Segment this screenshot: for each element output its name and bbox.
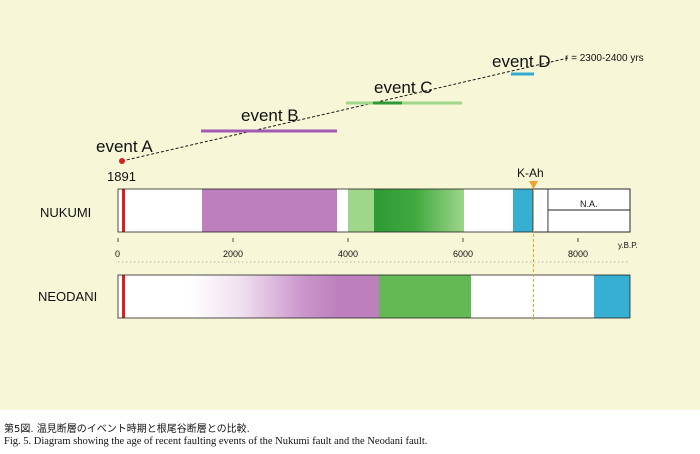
nukumi-gap-zone — [532, 188, 549, 233]
event-b-label: event B — [241, 106, 299, 125]
kah-label: K-Ah — [517, 166, 544, 180]
figure-panel: event A 1891 event B event C event D r =… — [0, 0, 700, 410]
event-c-label: event C — [374, 78, 433, 97]
axis-label-2000: 2000 — [223, 249, 243, 259]
axis-label-0: 0 — [115, 249, 120, 259]
nukumi-event-c-outer-zone — [348, 189, 374, 232]
na-label: N.A. — [580, 199, 598, 209]
event-a-label: event A — [96, 137, 153, 156]
caption-english: Fig. 5. Diagram showing the age of recen… — [4, 436, 428, 447]
neodani-purple-gradient-zone — [190, 275, 338, 318]
axis-label-8000: 8000 — [568, 249, 588, 259]
recurrence-interval-label: r = 2300-2400 yrs — [565, 53, 644, 64]
neodani-green-zone — [379, 275, 471, 318]
fault-event-diagram: event A 1891 event B event C event D r =… — [38, 52, 644, 320]
neodani-1891-marker — [122, 275, 125, 318]
axis-unit-label: y.B.P. — [618, 241, 638, 250]
neodani-label: NEODANI — [38, 289, 97, 304]
nukumi-bar-outline — [117, 188, 631, 233]
event-a-marker — [119, 158, 125, 164]
neodani-bar-outline — [117, 274, 631, 319]
year-1891-label: 1891 — [107, 169, 136, 184]
neodani-blue-zone — [594, 275, 630, 318]
event-d-label: event D — [492, 52, 551, 71]
axis-label-4000: 4000 — [338, 249, 358, 259]
nukumi-event-d-zone — [513, 189, 533, 232]
nukumi-label: NUKUMI — [40, 205, 91, 220]
recurrence-trend-line — [121, 57, 569, 162]
axis-label-6000: 6000 — [453, 249, 473, 259]
nukumi-event-c-core-zone — [374, 189, 464, 232]
caption-japanese: 第5図. 温見断層のイベント時期と根尾谷断層との比較. — [4, 424, 250, 435]
nukumi-event-b-zone — [202, 189, 337, 232]
kah-marker — [529, 181, 538, 189]
neodani-purple-zone — [337, 275, 379, 318]
nukumi-1891-marker — [122, 189, 125, 232]
